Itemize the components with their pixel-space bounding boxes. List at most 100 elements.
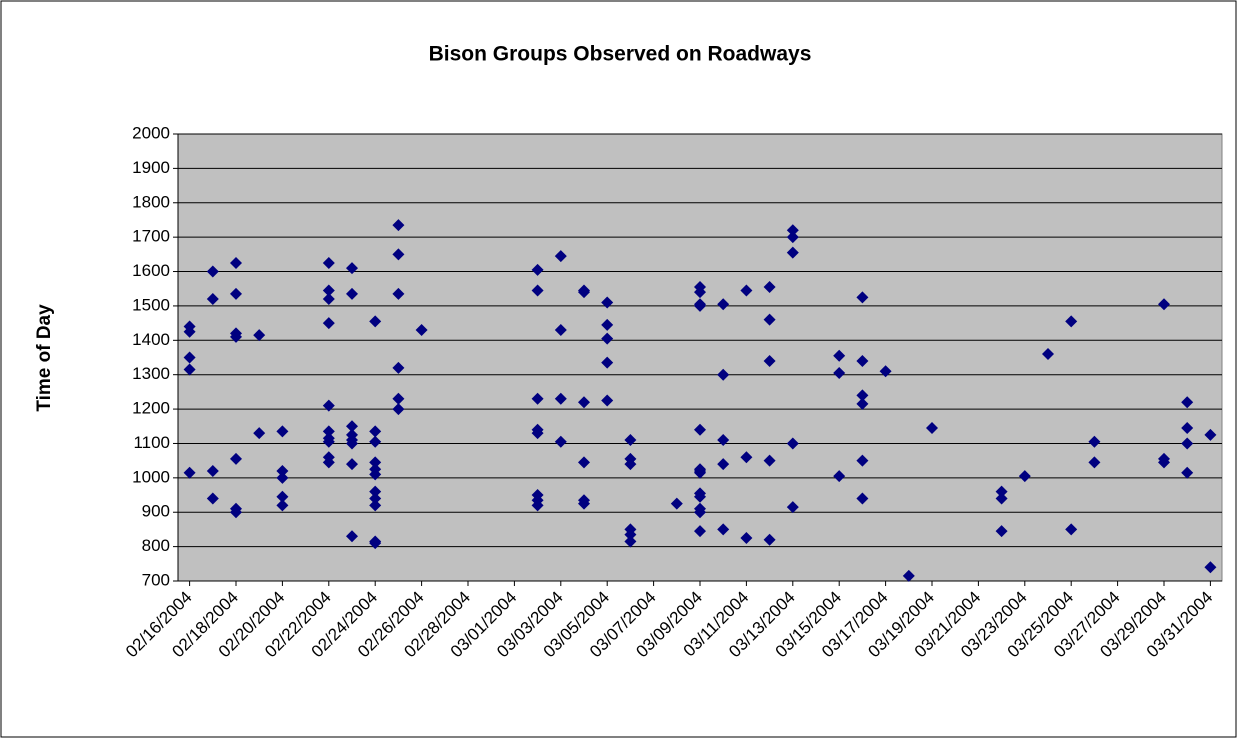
point [392,219,405,232]
point [206,293,219,306]
point [740,451,753,464]
point [995,485,1008,498]
point [717,368,730,381]
point [322,399,335,412]
y-tick-label: 1800 [132,192,170,211]
point [624,434,637,447]
point [206,265,219,278]
point [230,330,242,343]
point [717,458,730,471]
point [1181,396,1194,409]
y-tick-label: 1300 [132,364,170,383]
point [369,456,382,469]
point [578,456,590,469]
point [856,454,869,467]
y-tick-label: 1500 [132,295,170,314]
point [902,569,915,582]
point [694,506,706,519]
point [392,392,405,405]
y-tick-label: 1600 [132,261,170,280]
point [786,501,799,514]
point [322,256,335,269]
point [183,351,196,364]
point [694,299,706,312]
point [346,530,358,543]
point [624,535,637,548]
point [601,332,614,345]
point [230,452,242,465]
point [230,506,242,519]
point [346,420,358,433]
point [1088,435,1101,448]
point [1204,561,1217,574]
point [786,224,799,237]
point [392,248,405,261]
y-axis-label: Time of Day [34,304,55,412]
point [276,490,289,503]
point [346,262,358,275]
point [276,471,289,484]
point [554,392,567,405]
point [392,403,405,416]
point [322,293,335,306]
point [369,537,382,550]
point [369,315,382,328]
point [694,525,706,538]
point [230,287,242,300]
point [856,397,869,410]
point [717,523,730,536]
point [601,356,614,369]
point [183,325,196,338]
point [763,454,776,467]
point [786,231,799,244]
point [276,499,289,512]
y-tick-label: 1000 [132,467,170,486]
point [833,349,846,362]
y-tick-label: 1100 [133,433,170,452]
point [369,468,382,481]
point [253,329,266,342]
point [578,396,590,409]
point [346,437,358,450]
y-tick-label: 1900 [132,158,170,177]
point [601,394,614,407]
point [531,427,544,440]
point [833,366,846,379]
point [694,490,706,503]
point [230,256,242,269]
point [1088,456,1101,469]
point [763,313,776,326]
point [578,497,590,510]
point [276,425,289,438]
point [995,525,1008,538]
point [253,427,266,440]
point [531,263,544,276]
point [392,287,405,300]
point [856,492,869,505]
point [369,499,382,512]
point [183,363,196,376]
point [670,497,683,510]
point [531,392,544,405]
point [601,318,614,331]
point [1158,456,1170,469]
point [392,361,405,374]
point [206,492,219,505]
point [1181,466,1194,479]
point [322,425,335,438]
point [554,323,567,336]
point [369,485,382,498]
point [926,421,938,434]
point [346,287,358,300]
point [369,492,382,505]
point [554,250,567,263]
point [763,281,776,294]
point [346,458,358,471]
point [1018,470,1031,483]
point [276,464,289,477]
y-tick-label: 2000 [132,123,170,142]
point [624,458,637,471]
point [1181,421,1194,434]
y-tick-label: 1700 [132,227,170,246]
